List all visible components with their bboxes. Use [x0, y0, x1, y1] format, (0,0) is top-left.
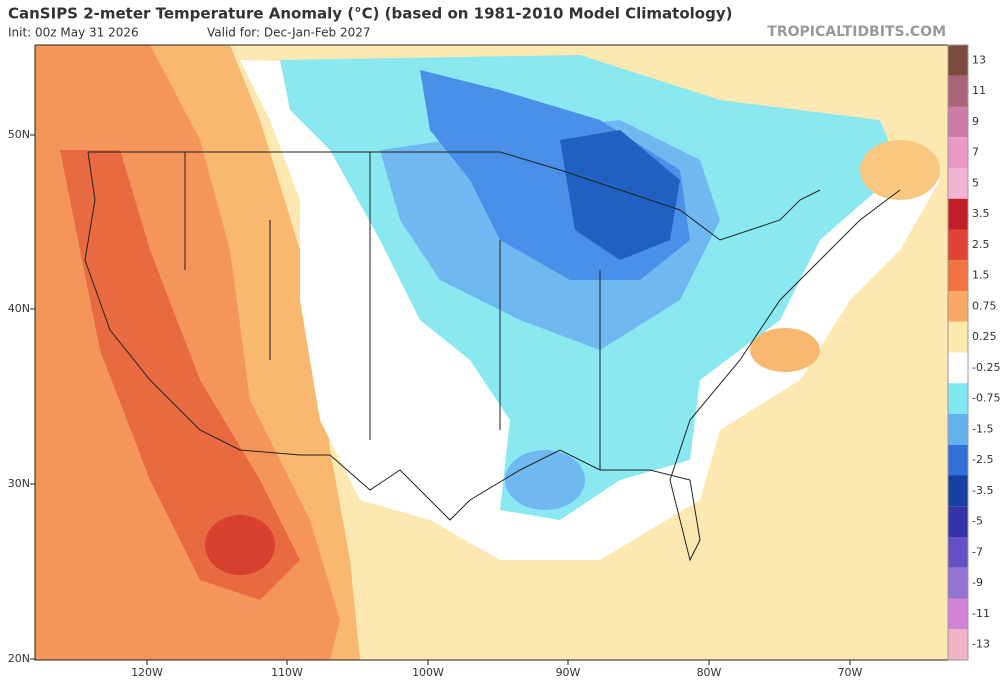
colorbar-label: -1.5: [972, 422, 993, 435]
colorbar-swatch: [948, 321, 968, 353]
lat-label: 30N: [8, 477, 30, 490]
lat-label: 40N: [8, 302, 30, 315]
colorbar-swatch: [948, 229, 968, 261]
site-label: TROPICALTIDBITS.COM: [767, 24, 946, 40]
colorbar-frame: [947, 44, 969, 661]
colorbar-swatch: [948, 567, 968, 599]
lon-label: 90W: [556, 666, 581, 679]
colorbar-label: -11: [972, 607, 990, 620]
lon-label: 80W: [697, 666, 722, 679]
colorbar-swatch: [948, 75, 968, 107]
colorbar-swatch: [948, 260, 968, 291]
colorbar-label: -7: [972, 545, 983, 558]
colorbar-swatch: [948, 598, 968, 630]
lon-label: 120W: [131, 666, 163, 679]
colorbar-swatch: [948, 475, 968, 507]
colorbar-label: -0.25: [972, 361, 1000, 374]
colorbar-label: -9: [972, 576, 983, 589]
init-time: Init: 00z May 31 2026: [8, 26, 139, 40]
colorbar-label: -5: [972, 515, 983, 528]
colorbar-label: 0.75: [972, 299, 997, 312]
colorbar-label: 3.5: [972, 207, 990, 220]
colorbar-label: 7: [972, 146, 979, 159]
colorbar-label: -3.5: [972, 484, 993, 497]
colorbar-swatch: [948, 106, 968, 138]
lon-label: 110W: [271, 666, 303, 679]
colorbar-label: 5: [972, 176, 979, 189]
colorbar-label: -0.75: [972, 392, 1000, 405]
colorbar-swatch: [948, 137, 968, 168]
lon-label: 70W: [838, 666, 863, 679]
colorbar-swatch: [948, 291, 968, 322]
colorbar-swatch: [948, 383, 968, 414]
colorbar-swatch: [948, 537, 968, 568]
colorbar-label: 0.25: [972, 330, 997, 343]
colorbar-label: 11: [972, 84, 986, 97]
map: [35, 45, 948, 660]
colorbar-label: 13: [972, 53, 986, 66]
colorbar-swatch: [948, 198, 968, 230]
colorbar-swatch: [948, 444, 968, 476]
colorbar-swatch: [948, 352, 968, 384]
lon-label: 100W: [412, 666, 444, 679]
valid-time: Valid for: Dec-Jan-Feb 2027: [207, 26, 371, 40]
colorbar-swatch: [948, 629, 968, 660]
lat-label: 20N: [8, 652, 30, 665]
title: CanSIPS 2-meter Temperature Anomaly (°C)…: [8, 5, 732, 23]
colorbar-label: 2.5: [972, 238, 990, 251]
colorbar-swatch: [948, 168, 968, 199]
lat-label: 50N: [8, 128, 30, 141]
colorbar-swatch: [948, 506, 968, 537]
colorbar-swatch: [948, 45, 968, 76]
colorbar-label: 9: [972, 115, 979, 128]
colorbar-label: -13: [972, 638, 990, 651]
colorbar-swatch: [948, 414, 968, 445]
colorbar-label: -2.5: [972, 453, 993, 466]
colorbar-label: 1.5: [972, 269, 990, 282]
